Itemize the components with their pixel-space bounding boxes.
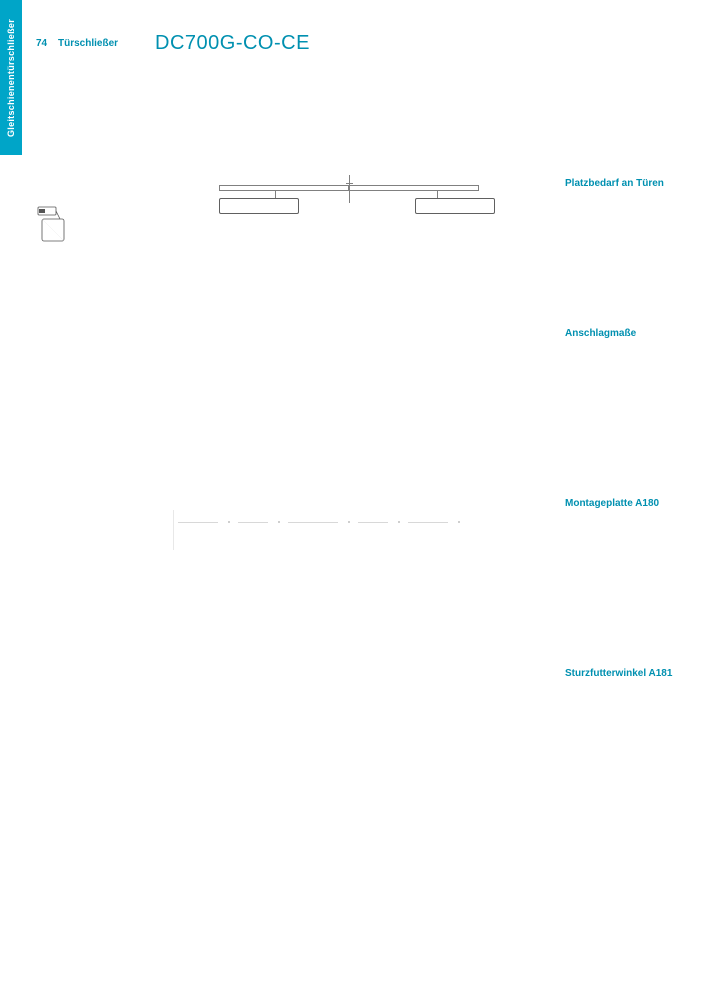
closer-body-left xyxy=(219,198,299,214)
center-tick xyxy=(346,183,353,184)
sketch-dot xyxy=(228,521,230,523)
sketch-segment xyxy=(178,522,218,523)
closer-body-right xyxy=(415,198,495,214)
sketch-dot xyxy=(348,521,350,523)
sketch-dot xyxy=(278,521,280,523)
section-label-bracket: Sturzfutterwinkel A181 xyxy=(565,668,672,679)
sketch-segment xyxy=(358,522,388,523)
door-closer-front-diagram xyxy=(155,175,545,225)
product-code-heading: DC700G-CO-CE xyxy=(155,32,310,55)
category-tab-label: Gleitschienentürschließer xyxy=(6,18,16,136)
mounting-plate-outline xyxy=(158,510,518,570)
sketch-segment xyxy=(238,522,268,523)
sketch-segment xyxy=(288,522,338,523)
breadcrumb: Türschließer xyxy=(58,38,118,49)
sketch-dot xyxy=(458,521,460,523)
guide-rail-left xyxy=(219,185,349,191)
section-label-space: Platzbedarf an Türen xyxy=(565,178,664,189)
section-label-fitting: Anschlagmaße xyxy=(565,328,636,339)
door-closer-thumbnail-icon xyxy=(36,205,66,243)
sketch-segment xyxy=(408,522,448,523)
page-number: 74 xyxy=(36,38,47,49)
sketch-edge xyxy=(173,510,174,550)
guide-rail-right xyxy=(349,185,479,191)
section-label-plate: Montageplatte A180 xyxy=(565,498,659,509)
sketch-dot xyxy=(398,521,400,523)
category-tab: Gleitschienentürschließer xyxy=(0,0,22,155)
